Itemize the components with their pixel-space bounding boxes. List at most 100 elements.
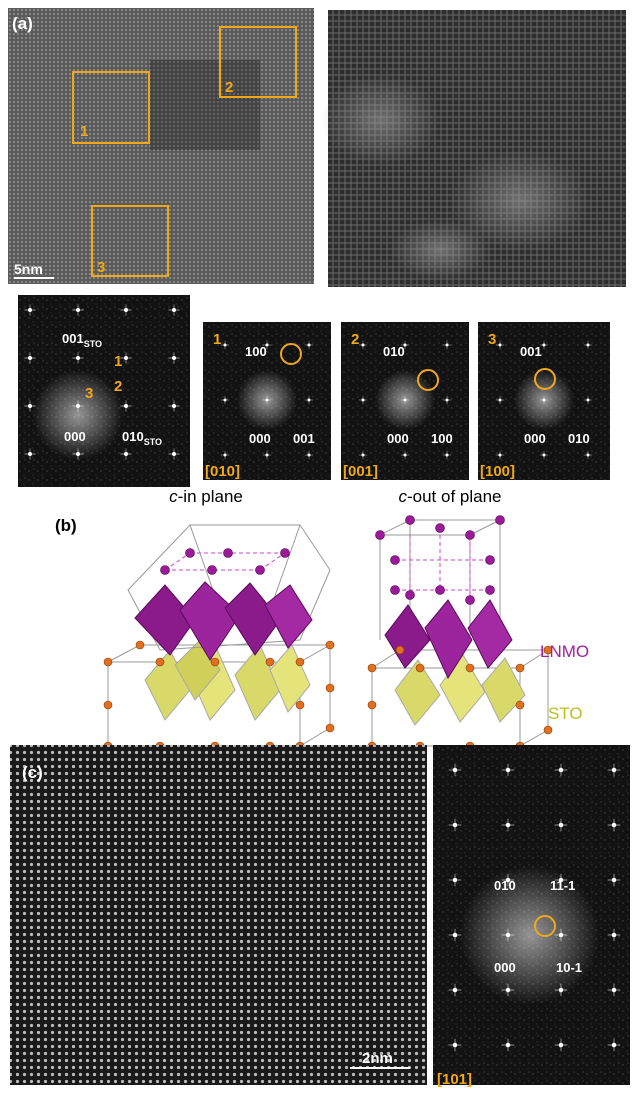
region-box [219,26,297,98]
panel-label: (c) [22,763,43,782]
region-box [72,71,150,144]
sr-atom [515,663,525,673]
fft-label-sub: STO [144,437,162,447]
shading [150,60,260,150]
la-atom [185,548,195,558]
fft-label: 000 [64,429,86,444]
sr-atom [295,700,305,710]
la-atom [207,565,217,575]
sr-atom [543,725,553,735]
inset-number: 3 [488,331,496,348]
hrtem-image [8,8,314,284]
sr-atom [103,657,113,667]
sr-atom [135,640,145,650]
fft-label: 000 [494,960,516,975]
title-italic: c [398,487,407,506]
la-atom [160,565,170,575]
contrast [320,75,440,165]
scale-bar-label: 5nm [14,261,43,277]
sr-atom [543,645,553,655]
structure-right [371,519,549,747]
highlight-circle [534,915,556,937]
inset-number: 1 [213,331,221,348]
la-atom [495,515,505,525]
title-italic: c [169,487,178,506]
la-atom [435,585,445,595]
la-atom [390,585,400,595]
fft-label: 001 [293,431,315,446]
fft-label: 10-1 [556,960,582,975]
fft-label: 010STO [122,429,162,447]
la-atom [405,515,415,525]
la-atom [375,530,385,540]
panel-label: (a) [12,14,33,33]
sr-atom [395,645,405,655]
la-atom [255,565,265,575]
la-atom [485,555,495,565]
region-label: 2 [114,378,122,395]
fft-label-sub: STO [84,339,102,349]
region-label: 1 [114,353,122,370]
fft-label: 000 [387,431,409,446]
contrast [450,150,590,250]
sr-atom [325,640,335,650]
la-atom [485,585,495,595]
box-label: 3 [97,259,105,276]
box-label: 2 [225,79,233,96]
la-atom [280,548,290,558]
contrast [390,220,490,280]
zone-axis: [010] [205,463,240,480]
sto-label: STO [548,704,583,723]
zone-axis: [001] [343,463,378,480]
fft-label: 010 [494,878,516,893]
fft-label: 100 [431,431,453,446]
region-label: 3 [85,385,93,402]
scale-bar-label: 2nm [362,1050,393,1067]
structure-title: c-out of plane [398,487,501,506]
title-rest: -out of plane [407,487,502,506]
sr-atom [295,657,305,667]
la-atom [465,595,475,605]
zone-axis: [100] [480,463,515,480]
fft-label: 11-1 [550,878,575,893]
sr-atom [325,723,335,733]
sr-atom [415,663,425,673]
sr-atom [210,657,220,667]
fft-label: 000 [249,431,271,446]
la-atom [465,530,475,540]
box-label: 1 [80,123,88,140]
highlight-circle [534,368,556,390]
structure-title: c-in plane [169,487,243,506]
sr-atom [265,657,275,667]
panel-label: (b) [55,516,77,535]
la-atom [435,523,445,533]
structure-left [107,524,331,747]
sr-atom [325,683,335,693]
sr-atom [155,657,165,667]
region-box [91,205,169,277]
sr-atom [103,700,113,710]
la-atom [390,555,400,565]
sr-atom [367,663,377,673]
fft-label: 001STO [62,331,102,349]
highlight-circle [280,343,302,365]
fft-label: 000 [524,431,546,446]
sr-atom [515,700,525,710]
fft-label: 010 [568,431,590,446]
lnmo-label: LNMO [540,642,589,661]
fft-insets: 1 100 000 001 [010] 2 010 000 100 [001] 3 001 000 010… [203,322,610,480]
fft-label: 100 [245,344,267,359]
highlight-circle [417,369,439,391]
la-atom [223,548,233,558]
fft-center [460,865,600,1005]
zone-axis: [101] [437,1071,472,1088]
inset-number: 2 [351,331,359,348]
title-rest: -in plane [178,487,243,506]
fft-label-main: 010 [122,429,144,444]
fft-center [33,370,123,460]
hrtem-image [10,745,427,1085]
sr-atom [465,663,475,673]
fft-label-main: 001 [62,331,84,346]
